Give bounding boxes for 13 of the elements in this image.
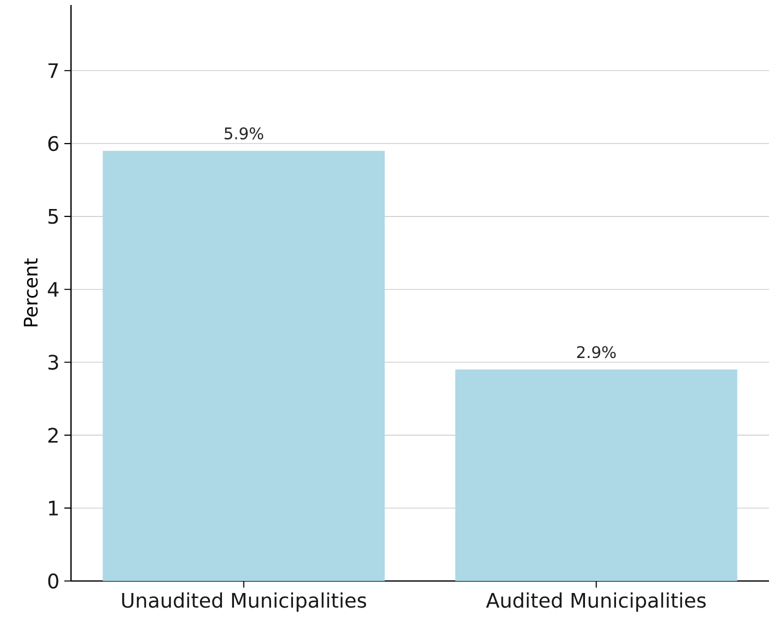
y-tick-label: 6 [48, 136, 58, 152]
data-label: 5.9% [224, 127, 264, 140]
y-tick-label: 7 [48, 63, 58, 78]
y-tick-label: 2 [48, 428, 58, 443]
y-tick-label: 3 [48, 354, 58, 370]
y-tick-label: 4 [48, 282, 59, 297]
y-tick-label: 0 [48, 573, 58, 589]
data-label: 2.9% [577, 346, 616, 358]
y-axis-title: Percent [24, 258, 38, 326]
y-tick-label: 1 [49, 500, 58, 516]
x-tick-label: Unaudited Municipalities [122, 592, 366, 612]
y-tick-label: 5 [48, 209, 58, 224]
x-tick-label: Audited Municipalities [486, 592, 706, 612]
